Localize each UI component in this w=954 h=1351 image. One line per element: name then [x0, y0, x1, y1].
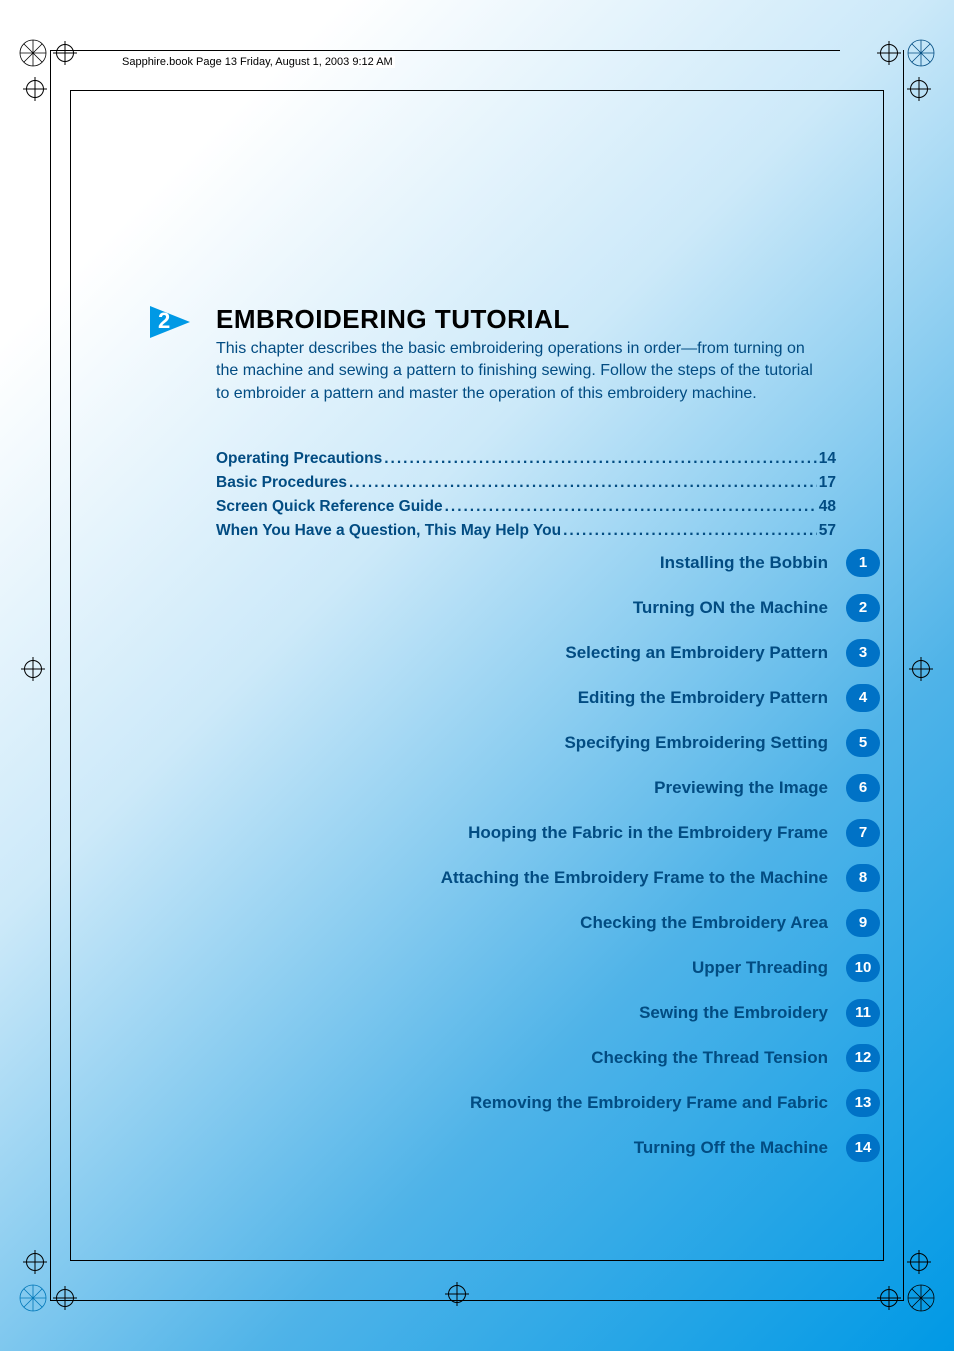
chapter-number: 2: [158, 308, 170, 334]
crop-mark-bottom-right: [874, 1251, 934, 1311]
table-of-contents: Operating Precautions 14 Basic Procedure…: [216, 450, 836, 546]
step-label: Editing the Embroidery Pattern: [578, 688, 828, 708]
step-label: Hooping the Fabric in the Embroidery Fra…: [468, 823, 828, 843]
step-number-badge: 13: [846, 1089, 880, 1117]
step-row: Editing the Embroidery Pattern 4: [320, 675, 880, 720]
step-row: Upper Threading 10: [320, 945, 880, 990]
step-label: Installing the Bobbin: [660, 553, 828, 573]
step-label: Removing the Embroidery Frame and Fabric: [470, 1093, 828, 1113]
registration-mark-bottom: [448, 1285, 466, 1303]
step-number-badge: 1: [846, 549, 880, 577]
step-row: Previewing the Image 6: [320, 765, 880, 810]
toc-leader-dots: [349, 474, 817, 492]
step-number-badge: 8: [846, 864, 880, 892]
step-number-badge: 3: [846, 639, 880, 667]
step-number-badge: 5: [846, 729, 880, 757]
step-number-badge: 14: [846, 1134, 880, 1162]
toc-page: 14: [819, 450, 836, 468]
toc-page: 48: [819, 498, 836, 516]
toc-leader-dots: [563, 522, 817, 540]
toc-row: When You Have a Question, This May Help …: [216, 522, 836, 540]
registration-mark-left: [24, 660, 42, 678]
crop-frame-line: [50, 1300, 904, 1301]
step-number-badge: 2: [846, 594, 880, 622]
toc-label: Operating Precautions: [216, 450, 382, 468]
step-label: Attaching the Embroidery Frame to the Ma…: [441, 868, 828, 888]
step-label: Upper Threading: [692, 958, 828, 978]
toc-row: Screen Quick Reference Guide 48: [216, 498, 836, 516]
toc-row: Basic Procedures 17: [216, 474, 836, 492]
step-number-badge: 11: [846, 999, 880, 1027]
registration-mark-right: [912, 660, 930, 678]
crop-frame-line: [903, 50, 904, 1301]
toc-leader-dots: [384, 450, 817, 468]
step-label: Checking the Embroidery Area: [580, 913, 828, 933]
step-number-badge: 12: [846, 1044, 880, 1072]
page-background: Sapphire.book Page 13 Friday, August 1, …: [0, 0, 954, 1351]
step-number-badge: 10: [846, 954, 880, 982]
step-label: Checking the Thread Tension: [591, 1048, 828, 1068]
step-row: Hooping the Fabric in the Embroidery Fra…: [320, 810, 880, 855]
step-number-badge: 7: [846, 819, 880, 847]
step-row: Turning ON the Machine 2: [320, 585, 880, 630]
step-label: Turning ON the Machine: [633, 598, 828, 618]
header-rule: [50, 50, 840, 51]
step-label: Turning Off the Machine: [634, 1138, 828, 1158]
step-label: Selecting an Embroidery Pattern: [565, 643, 828, 663]
step-row: Attaching the Embroidery Frame to the Ma…: [320, 855, 880, 900]
crop-mark-top-right: [874, 40, 934, 100]
step-row: Checking the Thread Tension 12: [320, 1035, 880, 1080]
step-row: Specifying Embroidering Setting 5: [320, 720, 880, 765]
step-number-badge: 6: [846, 774, 880, 802]
step-label: Specifying Embroidering Setting: [564, 733, 828, 753]
toc-label: Screen Quick Reference Guide: [216, 498, 443, 516]
crop-mark-bottom-left: [20, 1251, 80, 1311]
crop-frame-line: [70, 90, 71, 1261]
toc-page: 57: [819, 522, 836, 540]
step-row: Sewing the Embroidery 11: [320, 990, 880, 1035]
crop-frame-line: [70, 1260, 884, 1261]
toc-page: 17: [819, 474, 836, 492]
toc-label: Basic Procedures: [216, 474, 347, 492]
crop-frame-line: [883, 90, 884, 1261]
toc-leader-dots: [445, 498, 817, 516]
header-text: Sapphire.book Page 13 Friday, August 1, …: [120, 56, 395, 68]
toc-row: Operating Precautions 14: [216, 450, 836, 468]
step-row: Checking the Embroidery Area 9: [320, 900, 880, 945]
chapter-intro: This chapter describes the basic embroid…: [216, 338, 816, 405]
crop-frame-line: [70, 90, 884, 91]
step-list: Installing the Bobbin 1 Turning ON the Ma…: [320, 540, 880, 1170]
step-row: Removing the Embroidery Frame and Fabric…: [320, 1080, 880, 1125]
step-label: Previewing the Image: [654, 778, 828, 798]
step-row: Installing the Bobbin 1: [320, 540, 880, 585]
chapter-title: EMBROIDERING TUTORIAL: [216, 304, 570, 335]
step-row: Selecting an Embroidery Pattern 3: [320, 630, 880, 675]
step-label: Sewing the Embroidery: [639, 1003, 828, 1023]
step-number-badge: 9: [846, 909, 880, 937]
crop-frame-line: [50, 50, 51, 1301]
step-row: Turning Off the Machine 14: [320, 1125, 880, 1170]
crop-mark-top-left: [20, 40, 80, 100]
toc-label: When You Have a Question, This May Help …: [216, 522, 561, 540]
step-number-badge: 4: [846, 684, 880, 712]
